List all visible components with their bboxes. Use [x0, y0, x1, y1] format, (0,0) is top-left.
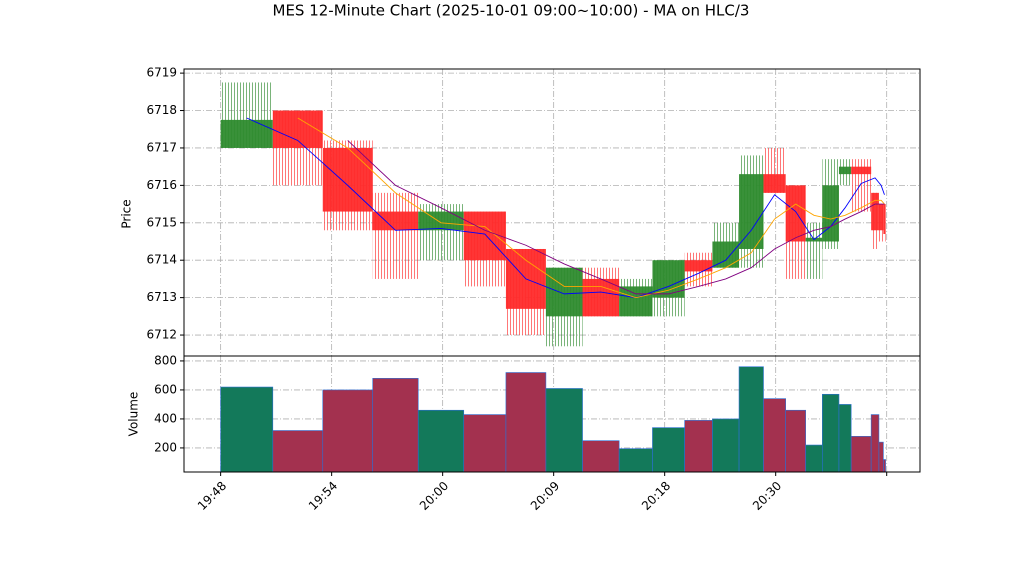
volume-bar	[463, 414, 507, 473]
volume-bar	[618, 448, 653, 473]
volume-bar	[883, 459, 886, 473]
volume-bar	[850, 436, 872, 473]
candle-body	[712, 241, 740, 268]
volume-bar	[838, 404, 852, 473]
y-tick-label: 6712	[146, 328, 177, 342]
volume-bar	[785, 409, 806, 473]
y-tick-label: 6718	[146, 103, 177, 117]
volume-frame	[183, 355, 921, 473]
volume-bar	[372, 378, 419, 473]
y-tick-label: 600	[154, 382, 177, 396]
y-tick-label: 400	[154, 411, 177, 425]
candle-body	[822, 185, 839, 242]
y-tick-label: 800	[154, 353, 177, 367]
x-tick-label: 19:54	[306, 479, 340, 513]
ma-line	[347, 140, 885, 295]
y-tick-label: 6716	[146, 178, 177, 192]
volume-bar	[582, 440, 620, 473]
candle-body	[763, 174, 786, 193]
y-tick-label: 6715	[146, 215, 177, 229]
volume-bar	[763, 398, 786, 473]
y-tick-label: 6713	[146, 290, 177, 304]
volume-bar	[545, 388, 583, 473]
y-tick-label: 6714	[146, 253, 177, 267]
chart-title: MES 12-Minute Chart (2025-10-01 09:00~10…	[273, 2, 750, 20]
candle-body	[838, 166, 852, 175]
y-tick-label: 6717	[146, 140, 177, 154]
candle-body	[851, 166, 872, 175]
candle-body	[684, 260, 713, 272]
volume-bar	[805, 444, 823, 473]
volume-bar	[878, 441, 884, 473]
candle-body	[545, 267, 583, 317]
candle-body	[220, 119, 273, 148]
x-tick-label: 20:30	[750, 479, 784, 513]
volume-bar	[417, 409, 465, 473]
volume-bar	[870, 414, 880, 473]
candle-body	[582, 278, 620, 317]
y-axis-label: Price	[120, 199, 134, 228]
x-tick-label: 19:48	[195, 479, 229, 513]
candle-body	[785, 185, 806, 242]
wick	[372, 192, 419, 279]
x-tick-label: 20:18	[639, 479, 673, 513]
x-tick-label: 20:09	[528, 479, 562, 513]
candle-body	[619, 286, 653, 317]
y-tick-label: 200	[154, 440, 177, 454]
volume-bar	[505, 372, 547, 473]
candle-body	[418, 211, 464, 231]
candle-body	[878, 204, 884, 231]
volume-axis-label: Volume	[127, 392, 141, 437]
ma-line	[297, 117, 885, 299]
candle-body	[883, 204, 886, 235]
candle-body	[871, 192, 879, 231]
ma-line	[246, 117, 885, 299]
candle-body	[372, 211, 419, 231]
candle-body	[739, 174, 764, 249]
volume-bar	[822, 393, 840, 473]
candle-body	[652, 260, 685, 298]
volume-bar	[684, 420, 713, 473]
volume-bar	[220, 386, 274, 473]
volume-bar	[712, 418, 740, 473]
x-tick-label: 20:00	[417, 479, 451, 513]
volume-bar	[652, 427, 685, 473]
volume-bar	[322, 389, 374, 473]
volume-bar	[738, 366, 764, 473]
y-tick-label: 6719	[146, 66, 177, 80]
candle-body	[463, 211, 506, 261]
candle-body	[272, 110, 323, 148]
volume-bar	[272, 430, 324, 473]
